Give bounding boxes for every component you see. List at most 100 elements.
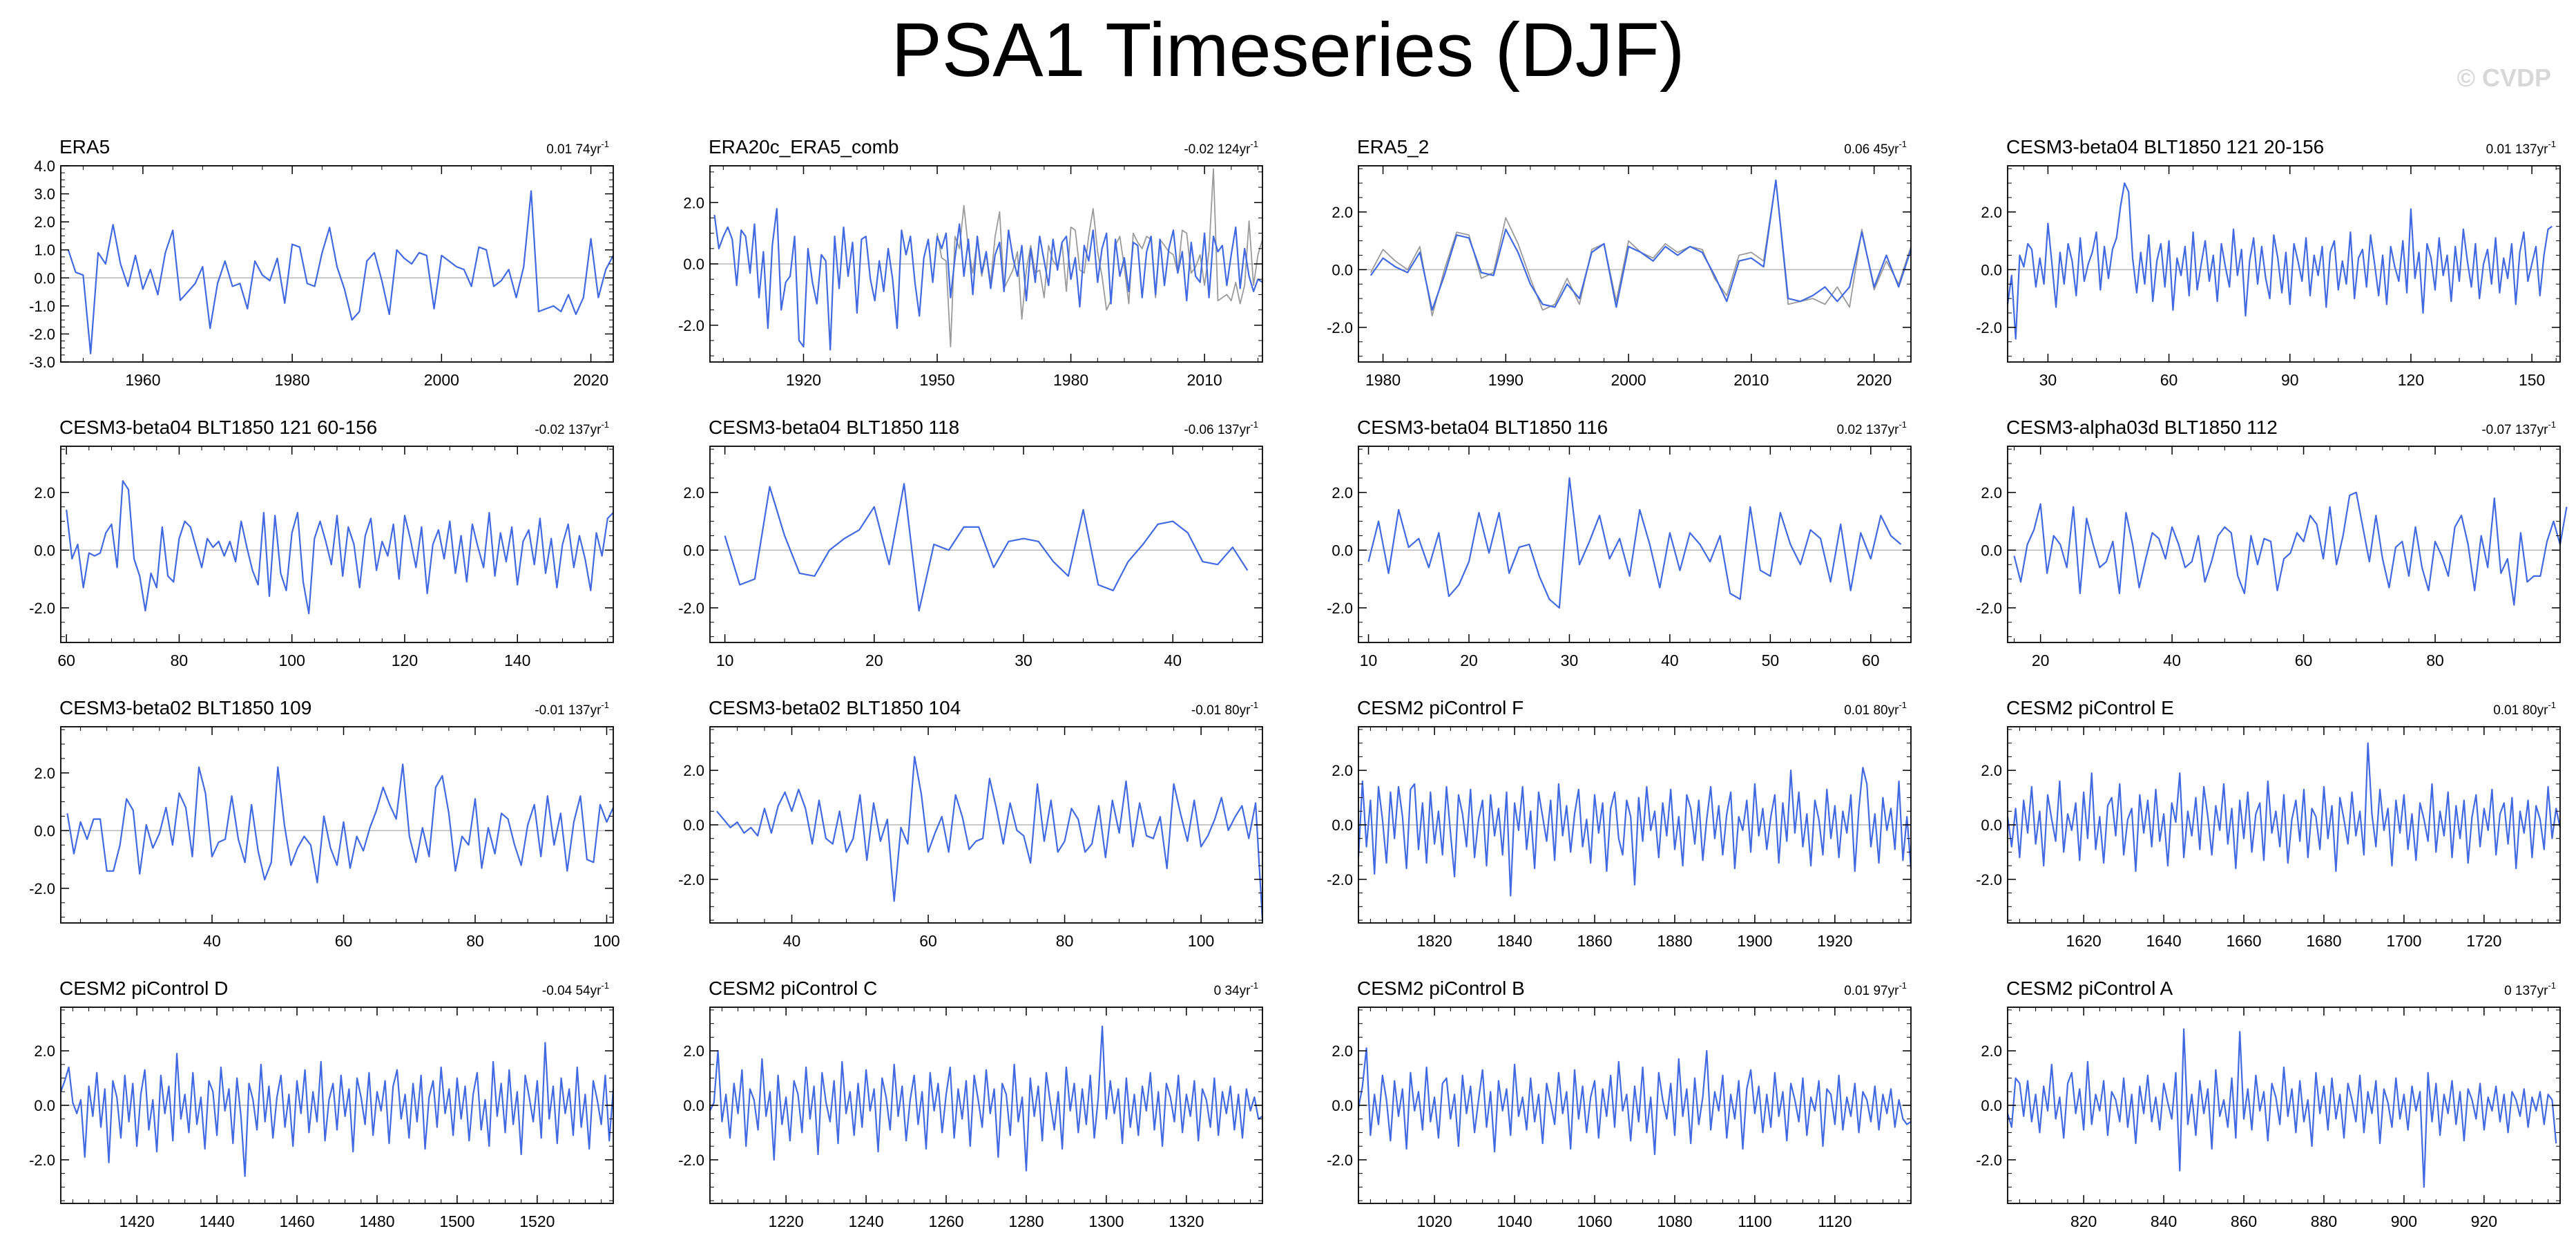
x-tick-label: 1320 (1169, 1212, 1204, 1230)
obs-overlay-line (936, 168, 1263, 347)
x-tick-label: 1440 (200, 1212, 235, 1230)
panel-8: CESM3-alpha03d BLT1850 112 -0.07 137yr-1 -… (1976, 417, 2568, 669)
x-tick-label: 1920 (1817, 932, 1852, 950)
x-tick-label: 1500 (439, 1212, 474, 1230)
y-tick-label: 0.0 (683, 1097, 704, 1114)
x-tick-label: 1960 (125, 371, 160, 389)
obs-overlay-line (1370, 179, 1912, 317)
x-tick-label: 80 (171, 651, 189, 669)
y-tick-label: -2.0 (29, 325, 55, 343)
panel-title: CESM2 piControl C (709, 978, 877, 999)
y-tick-label: 0.0 (1332, 817, 1353, 834)
panel-title: CESM2 piControl B (1357, 978, 1525, 999)
panel-6: CESM3-beta04 BLT1850 118 -0.06 137yr-1 -2.… (678, 417, 1263, 669)
x-tick-label: 60 (1862, 651, 1880, 669)
x-tick-label: 2010 (1187, 371, 1222, 389)
trend-label: 0.02 137yr-1 (1837, 419, 1907, 437)
series-line (1357, 767, 1912, 897)
trend-label: 0 137yr-1 (2504, 980, 2556, 998)
panel-2: ERA20c_ERA5_comb -0.02 124yr-1 -2.0 0.0 2.0 1… (678, 136, 1263, 389)
plot-frame (60, 726, 614, 924)
y-tick-label: -2.0 (1976, 1152, 2002, 1169)
y-tick-label: -2.0 (678, 317, 704, 334)
series-line (1357, 1047, 1912, 1156)
trend-label: 0.01 80yr-1 (2493, 700, 2556, 718)
x-tick-label: 100 (1188, 932, 1214, 950)
x-tick-label: 1980 (1053, 371, 1088, 389)
panel-title: CESM3-alpha03d BLT1850 112 (2006, 417, 2278, 438)
x-tick-label: 100 (593, 932, 619, 950)
y-tick-label: 0.0 (1332, 1097, 1353, 1114)
x-tick-label: 2010 (1733, 371, 1769, 389)
trend-label: -0.07 137yr-1 (2481, 419, 2556, 437)
trend-label: -0.01 80yr-1 (1191, 700, 1258, 718)
panel-14: CESM2 piControl C 0 34yr-1 -2.0 0.0 2.0 1220 1… (678, 978, 1263, 1230)
panel-16: CESM2 piControl A 0 137yr-1 -2.0 0.0 2.0 820 8… (1976, 978, 2561, 1230)
x-tick-label: 20 (2032, 651, 2050, 669)
x-tick-label: 1420 (119, 1212, 155, 1230)
panel-1: ERA5 0.01 74yr-1 -3.0 -2.0 -1.0 0.0 1.0 2.0 3.0 4… (29, 136, 614, 389)
y-tick-label: 2.0 (34, 213, 55, 231)
series-line (713, 208, 1263, 351)
x-tick-label: 1950 (919, 371, 954, 389)
y-tick-label: 0.0 (34, 1097, 55, 1114)
y-tick-label: 2.0 (1981, 204, 2002, 221)
x-tick-label: 120 (392, 651, 418, 669)
panel-title: CESM3-beta04 BLT1850 118 (709, 417, 959, 438)
x-tick-label: 1300 (1088, 1212, 1124, 1230)
series-line (66, 479, 614, 615)
x-tick-label: 1280 (1008, 1212, 1044, 1230)
x-tick-label: 2000 (1611, 371, 1646, 389)
y-tick-label: 2.0 (34, 484, 55, 502)
y-tick-label: -2.0 (1327, 871, 1353, 888)
series-line (1369, 179, 1912, 311)
y-tick-label: -2.0 (29, 1152, 55, 1169)
y-tick-label: 0.0 (683, 817, 704, 834)
x-tick-label: 140 (504, 651, 530, 669)
x-tick-label: 30 (2039, 371, 2057, 389)
x-tick-label: 1880 (1657, 932, 1692, 950)
x-tick-label: 1980 (1365, 371, 1401, 389)
x-tick-label: 120 (2398, 371, 2424, 389)
x-tick-label: 1240 (849, 1212, 884, 1230)
panel-12: CESM2 piControl E 0.01 80yr-1 -2.0 0.0 2.0 16… (1976, 697, 2561, 950)
series-line (724, 483, 1249, 612)
series-line (2006, 1028, 2557, 1188)
panel-title: ERA5 (59, 136, 110, 158)
y-tick-label: 0.0 (34, 822, 55, 839)
panel-10: CESM3-beta02 BLT1850 104 -0.01 80yr-1 -2.0… (678, 697, 1264, 950)
page-title: PSA1 Timeseries (DJF) (891, 8, 1685, 93)
y-tick-label: 0.0 (1981, 542, 2002, 559)
x-tick-label: 1120 (1818, 1212, 1852, 1230)
x-tick-label: 1260 (928, 1212, 963, 1230)
y-tick-label: -2.0 (29, 600, 55, 617)
plot-frame (1358, 165, 1912, 363)
x-tick-label: 1620 (2066, 932, 2102, 950)
y-tick-label: 2.0 (1332, 484, 1353, 502)
trend-label: -0.02 124yr-1 (1184, 139, 1258, 157)
y-tick-label: -2.0 (1327, 1152, 1353, 1169)
panel-title: CESM3-beta04 BLT1850 116 (1357, 417, 1608, 438)
panel-title: CESM3-beta04 BLT1850 121 20-156 (2006, 136, 2324, 158)
panel-title: CESM3-beta02 BLT1850 104 (709, 697, 961, 718)
trend-label: -0.02 137yr-1 (535, 419, 609, 437)
series-line (59, 1042, 615, 1177)
panel-title: ERA20c_ERA5_comb (709, 136, 898, 158)
x-tick-label: 80 (1056, 932, 1074, 950)
panel-title: CESM2 piControl F (1357, 697, 1524, 718)
y-tick-label: 2.0 (683, 1042, 704, 1060)
panel-title: CESM2 piControl A (2006, 978, 2173, 999)
y-tick-label: -2.0 (1327, 319, 1353, 336)
x-tick-label: 60 (2160, 371, 2178, 389)
x-tick-label: 1020 (1417, 1212, 1452, 1230)
x-tick-label: 1820 (1417, 932, 1452, 950)
x-tick-label: 1220 (769, 1212, 804, 1230)
x-tick-label: 60 (335, 932, 353, 950)
panel-9: CESM3-beta02 BLT1850 109 -0.01 137yr-1 -2.… (29, 697, 620, 950)
panel-title: CESM2 piControl E (2006, 697, 2174, 718)
panel-title: CESM2 piControl D (59, 978, 228, 999)
y-tick-label: 2.0 (1981, 762, 2002, 779)
x-tick-label: 1080 (1657, 1212, 1692, 1230)
y-tick-label: -2.0 (678, 871, 704, 888)
